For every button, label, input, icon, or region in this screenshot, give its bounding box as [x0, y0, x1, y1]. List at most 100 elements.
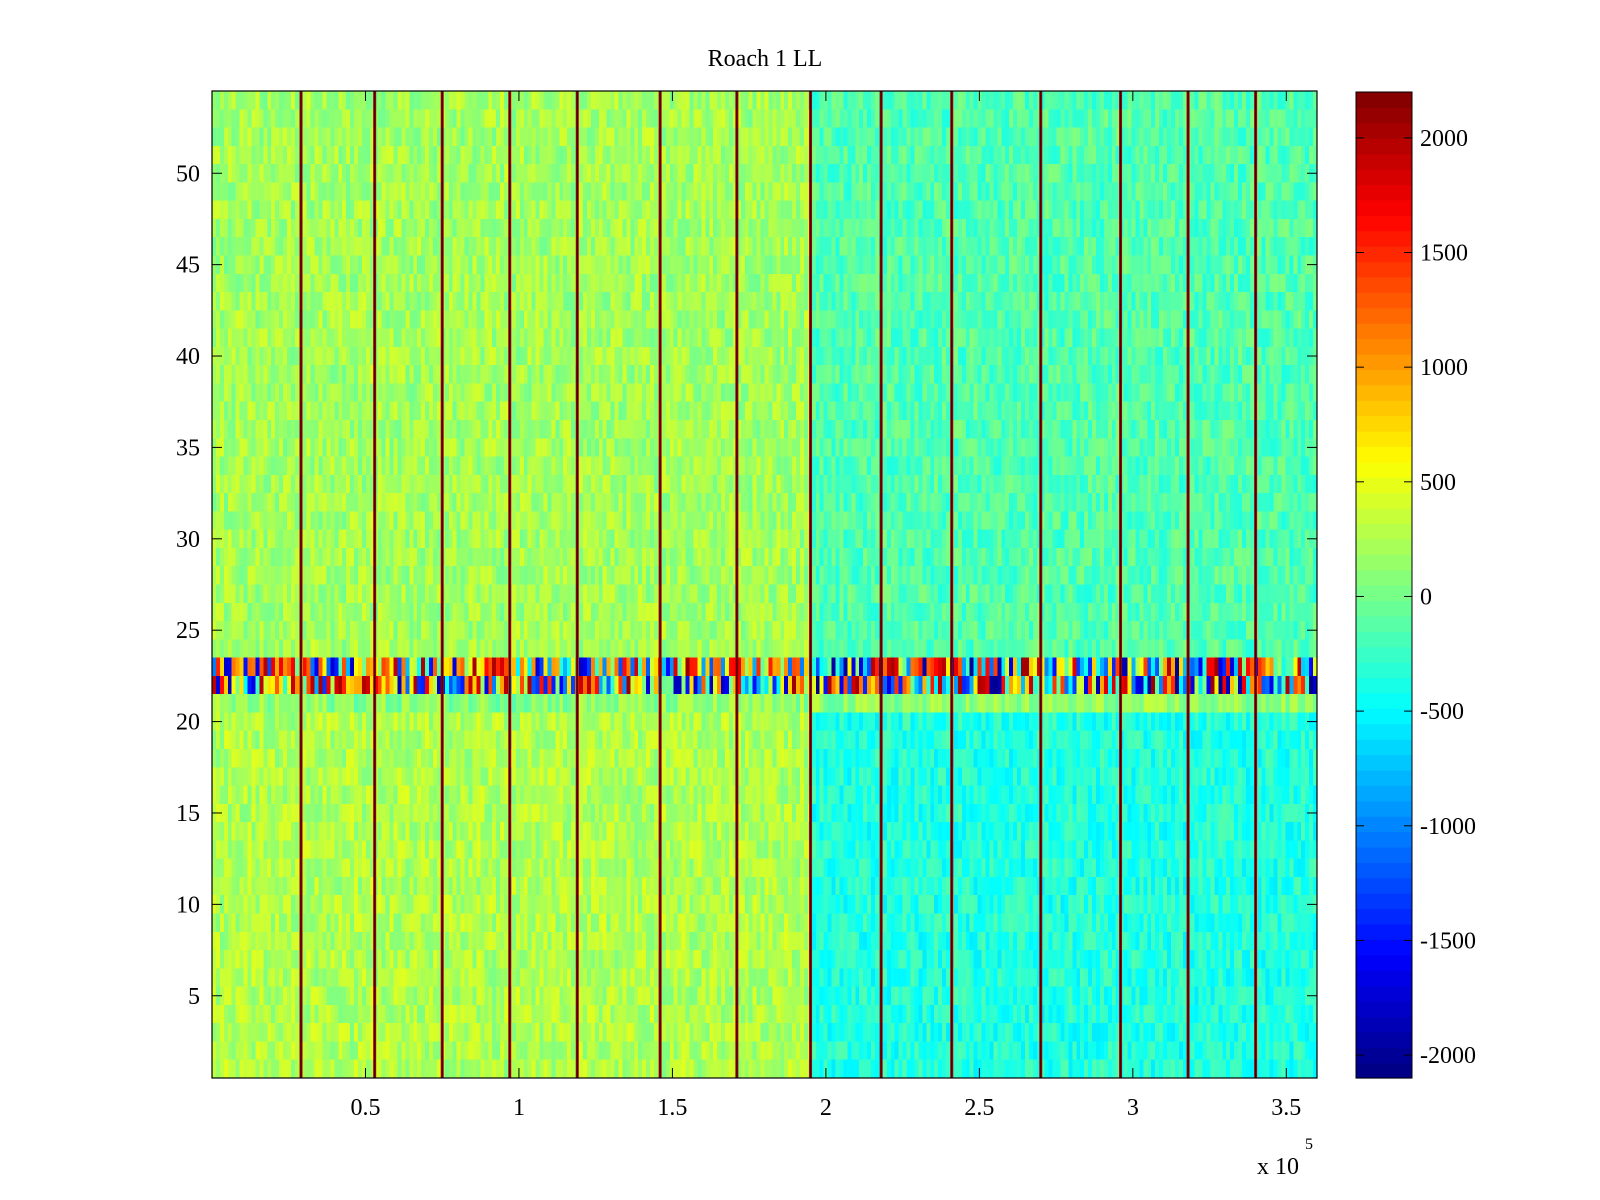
colorbar-segment [1356, 523, 1412, 540]
spike-line-core-11 [1040, 91, 1042, 1078]
colorbar-tick-label: -2000 [1420, 1043, 1476, 1069]
colorbar-segment [1356, 122, 1412, 139]
colorbar-segment [1356, 384, 1412, 401]
chart-title: Roach 1 LL [708, 46, 823, 72]
colorbar-segment [1356, 292, 1412, 309]
colorbar-segment [1356, 215, 1412, 232]
colorbar-segment [1356, 323, 1412, 340]
colorbar-segment [1356, 754, 1412, 771]
colorbar-segment [1356, 507, 1412, 524]
y-tick-label: 25 [176, 618, 200, 644]
colorbar-tick-label: -1500 [1420, 928, 1476, 954]
y-tick-label: 5 [188, 984, 200, 1010]
colorbar-segment [1356, 769, 1412, 786]
spike-line-core-14 [1255, 91, 1257, 1078]
y-tick-label: 30 [176, 527, 200, 553]
colorbar: 2000 1500 1000 500 0 -500 -1000 -1500 -2000 [1355, 91, 1476, 1079]
colorbar-segment [1356, 554, 1412, 571]
colorbar-segment [1356, 785, 1412, 802]
colorbar-segment [1356, 615, 1412, 632]
colorbar-segment [1356, 169, 1412, 186]
x-exponent-base: x 10 [1257, 1154, 1299, 1180]
y-axis: 5 10 15 20 25 30 35 40 45 50 [176, 161, 1317, 1010]
colorbar-segment [1356, 184, 1412, 201]
colorbar-segment [1356, 1047, 1412, 1064]
colorbar-segment [1356, 569, 1412, 586]
colorbar-segment [1356, 338, 1412, 355]
colorbar-segment [1356, 230, 1412, 247]
colorbar-segment [1356, 92, 1412, 109]
colorbar-segment [1356, 954, 1412, 971]
spike-line-core-1 [300, 91, 302, 1078]
colorbar-segment [1356, 877, 1412, 894]
spike-line-core-3 [441, 91, 443, 1078]
x-tick-label: 1 [513, 1095, 525, 1121]
y-tick-label: 10 [176, 892, 200, 918]
colorbar-segment [1356, 353, 1412, 370]
y-tick-label: 20 [176, 710, 200, 736]
y-tick-label: 50 [176, 161, 200, 187]
spike-line-core-4 [509, 91, 511, 1078]
colorbar-tick-label: -500 [1420, 699, 1464, 725]
colorbar-segment [1356, 646, 1412, 663]
colorbar-segment [1356, 662, 1412, 679]
colorbar-tick-label: 0 [1420, 584, 1432, 610]
colorbar-tick-label: 1000 [1420, 355, 1468, 381]
colorbar-segment [1356, 893, 1412, 910]
x-tick-label: 1.5 [657, 1095, 687, 1121]
colorbar-segment [1356, 970, 1412, 987]
spike-line-core-12 [1119, 91, 1122, 1078]
colorbar-segment [1356, 631, 1412, 648]
heatmap-cells [212, 91, 1317, 1078]
colorbar-tick-label: 1500 [1420, 241, 1468, 267]
y-tick-label: 35 [176, 435, 200, 461]
y-tick-label: 40 [176, 344, 200, 370]
heatmap-image [212, 91, 1317, 1078]
colorbar-segment [1356, 138, 1412, 155]
colorbar-segment [1356, 739, 1412, 756]
x-tick-label: 0.5 [350, 1095, 380, 1121]
colorbar-segment [1356, 369, 1412, 386]
colorbar-segment [1356, 415, 1412, 432]
colorbar-tick-label: 2000 [1420, 126, 1468, 152]
colorbar-segment [1356, 862, 1412, 879]
spike-line-core-9 [880, 91, 882, 1078]
colorbar-segment [1356, 585, 1412, 602]
x-tick-label: 3.5 [1271, 1095, 1301, 1121]
colorbar-segment [1356, 261, 1412, 278]
plot-area-frame [211, 90, 1318, 1079]
colorbar-segment [1356, 1016, 1412, 1033]
colorbar-tick-label: -1000 [1420, 814, 1476, 840]
spike-line-core-7 [736, 91, 738, 1078]
colorbar-segment [1356, 677, 1412, 694]
colorbar-segment [1356, 723, 1412, 740]
colorbar-segment [1356, 538, 1412, 555]
colorbar-segment [1356, 800, 1412, 817]
x-tick-label: 3 [1127, 1095, 1139, 1121]
colorbar-segment [1356, 846, 1412, 863]
colorbar-frame [1355, 91, 1413, 1079]
colorbar-segment [1356, 477, 1412, 494]
colorbar-segment [1356, 1062, 1412, 1079]
sync-spike-lines [299, 91, 1258, 1078]
colorbar-segment [1356, 107, 1412, 124]
spike-line-core-6 [659, 91, 661, 1078]
colorbar-segment [1356, 1000, 1412, 1017]
colorbar-segment [1356, 199, 1412, 216]
colorbar-segment [1356, 153, 1412, 170]
spike-line-core-8 [809, 91, 812, 1078]
colorbar-segment [1356, 307, 1412, 324]
colorbar-segment [1356, 816, 1412, 833]
spike-line-core-13 [1187, 91, 1189, 1078]
colorbar-segment [1356, 708, 1412, 725]
colorbar-segment [1356, 939, 1412, 956]
y-tick-label: 45 [176, 253, 200, 279]
colorbar-segment [1356, 985, 1412, 1002]
colorbar-segment [1356, 400, 1412, 417]
colorbar-segment [1356, 600, 1412, 617]
colorbar-segment [1356, 692, 1412, 709]
colorbar-segment [1356, 246, 1412, 263]
spike-line-core-2 [374, 91, 376, 1078]
colorbar-segment [1356, 276, 1412, 293]
